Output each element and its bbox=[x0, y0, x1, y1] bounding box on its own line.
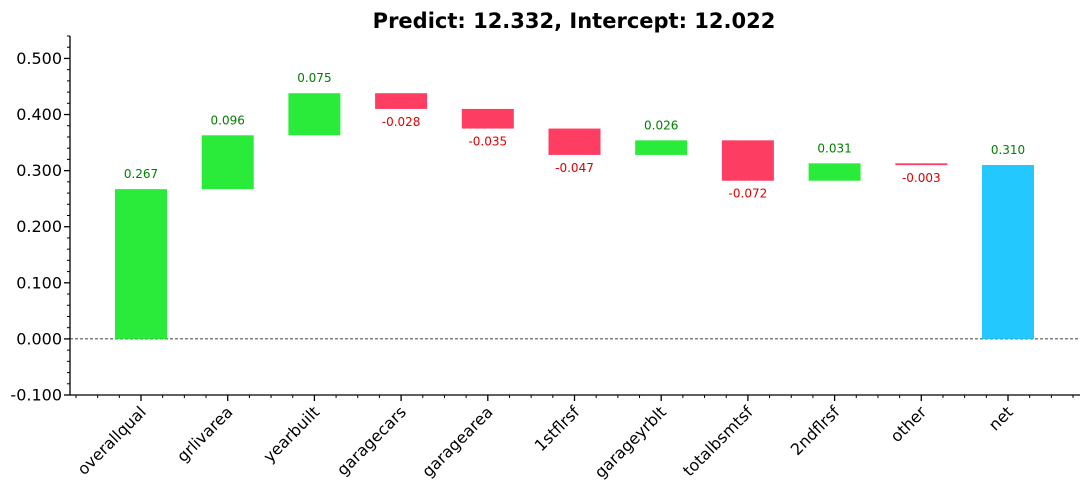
bar-garageyrblt bbox=[635, 140, 688, 155]
bar-1stflrsf bbox=[548, 128, 601, 155]
x-tick-label-garageyrblt: garageyrblt bbox=[591, 402, 670, 481]
y-tick-label: 0.200 bbox=[16, 217, 62, 236]
x-tick-label-grlivarea: grlivarea bbox=[173, 402, 236, 465]
y-tick-label: 0.100 bbox=[16, 273, 62, 292]
bar-yearbuilt bbox=[288, 93, 341, 136]
x-tick-labels: overallqual grlivarea yearbuilt garagecars g… bbox=[74, 402, 1017, 482]
x-tick-label-2ndflrsf: 2ndflrsf bbox=[787, 402, 844, 459]
data-label-totalbsmtsf: -0.072 bbox=[729, 187, 768, 201]
data-label-garageyrblt: 0.026 bbox=[644, 118, 678, 132]
bar-other bbox=[895, 163, 948, 166]
data-label-net: 0.310 bbox=[991, 143, 1025, 157]
bar-net bbox=[982, 165, 1034, 339]
data-label-2ndflrsf: 0.031 bbox=[817, 141, 851, 155]
data-label-overallqual: 0.267 bbox=[124, 167, 158, 181]
x-tick-label-totalbsmtsf: totalbsmtsf bbox=[679, 402, 757, 480]
data-labels: 0.267 0.096 0.075 -0.028 -0.035 -0.047 0.026 -0… bbox=[124, 71, 1025, 201]
bars bbox=[115, 93, 1034, 339]
bar-2ndflrsf bbox=[808, 163, 861, 181]
x-tick-label-garagecars: garagecars bbox=[333, 402, 410, 479]
axes: -0.100 0.000 0.100 0.200 0.300 0.400 0.500 bbox=[10, 35, 1080, 405]
data-label-garagecars: -0.028 bbox=[382, 115, 421, 129]
data-label-yearbuilt: 0.075 bbox=[297, 71, 331, 85]
bar-overallqual bbox=[115, 189, 167, 339]
x-tick-label-other: other bbox=[887, 402, 931, 446]
x-tick-label-1stflrsf: 1stflrsf bbox=[531, 402, 584, 455]
y-tick-label: 0.300 bbox=[16, 161, 62, 180]
y-tick-label: 0.400 bbox=[16, 105, 62, 124]
data-label-other: -0.003 bbox=[902, 171, 941, 185]
bar-garagecars bbox=[375, 93, 428, 109]
data-label-grlivarea: 0.096 bbox=[211, 113, 245, 127]
y-tick-label: -0.100 bbox=[10, 386, 62, 405]
chart-title: Predict: 12.332, Intercept: 12.022 bbox=[373, 9, 776, 33]
data-label-garagearea: -0.035 bbox=[468, 135, 507, 149]
y-tick-label: 0.500 bbox=[16, 49, 62, 68]
x-tick-label-yearbuilt: yearbuilt bbox=[259, 402, 323, 466]
x-tick-label-overallqual: overallqual bbox=[74, 402, 150, 478]
bar-totalbsmtsf bbox=[721, 140, 774, 181]
data-label-1stflrsf: -0.047 bbox=[555, 161, 594, 175]
bar-garagearea bbox=[461, 108, 514, 129]
bar-grlivarea bbox=[201, 135, 254, 190]
x-tick-label-garagearea: garagearea bbox=[418, 402, 497, 481]
x-tick-label-net: net bbox=[985, 402, 1017, 434]
y-tick-label: 0.000 bbox=[16, 329, 62, 348]
